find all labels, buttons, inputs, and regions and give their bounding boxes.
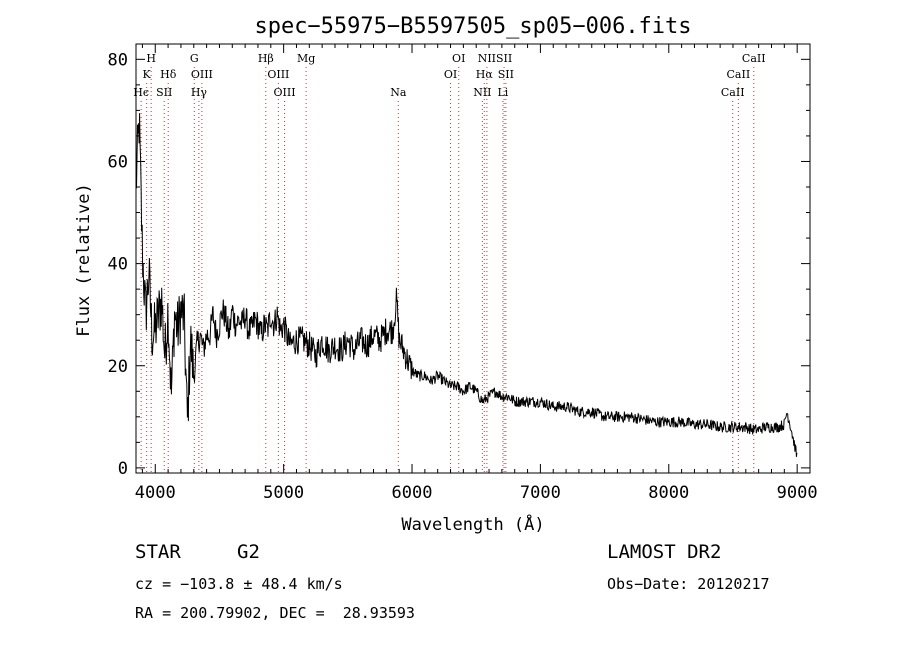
line-marker-label: CaII: [721, 86, 745, 99]
y-tick-label: 60: [108, 152, 128, 172]
line-marker-label: OIII: [274, 86, 296, 99]
line-marker-label: SII: [496, 52, 512, 65]
survey-name: LAMOST DR2: [607, 541, 722, 563]
y-axis-label: Flux (relative): [74, 183, 94, 337]
y-tick-label: 0: [118, 459, 128, 479]
line-marker-label: Li: [497, 86, 508, 99]
plot-frame: [135, 43, 811, 474]
chart-title: spec−55975−B5597505_sp05−006.fits: [254, 14, 691, 39]
axis-ticks: 4000 5000 6000 7000 8000 9000 0 20 40 60 80: [108, 44, 818, 503]
line-marker-label: OI: [444, 68, 457, 81]
x-tick-label: 6000: [392, 483, 433, 503]
line-marker-label: SII: [498, 68, 514, 81]
line-marker-label: Na: [390, 86, 407, 99]
x-tick-label: 7000: [520, 483, 561, 503]
x-tick-label: 4000: [135, 483, 176, 503]
object-type: STAR: [135, 541, 181, 563]
line-marker-label: CaII: [742, 52, 766, 65]
x-tick-label: 5000: [263, 483, 304, 503]
line-marker-label: SII: [156, 86, 172, 99]
line-marker-label: Hϵ: [133, 86, 149, 99]
y-tick-label: 80: [108, 50, 128, 70]
spectrum-line: [135, 113, 798, 457]
y-tick-label: 20: [108, 357, 128, 377]
line-marker-label: H: [146, 52, 156, 65]
line-marker-label: NII: [478, 52, 496, 65]
line-marker-label: Mg: [297, 52, 315, 65]
line-marker-label: Hβ: [258, 52, 274, 65]
line-marker-label: Hα: [476, 68, 494, 81]
line-marker-label: OIII: [191, 68, 213, 81]
line-marker-label: CaII: [727, 68, 751, 81]
sky-coordinates: RA = 200.79902, DEC = 28.93593: [135, 604, 415, 622]
x-axis-label: Wavelength (Å): [401, 513, 544, 535]
line-marker-label: K: [143, 68, 152, 81]
line-marker-label: Hδ: [160, 68, 177, 81]
observation-date: Obs−Date: 20120217: [607, 575, 770, 593]
line-marker-label: G: [190, 52, 199, 65]
x-tick-label: 9000: [777, 483, 818, 503]
y-tick-label: 40: [108, 255, 128, 275]
line-marker-label: Hγ: [191, 86, 208, 99]
line-marker-label: OI: [452, 52, 465, 65]
line-marker-label: NII: [473, 86, 491, 99]
line-marker-label: OIII: [267, 68, 289, 81]
spectral-subclass: G2: [237, 541, 260, 563]
redshift-velocity: cz = −103.8 ± 48.4 km/s: [135, 575, 343, 593]
x-tick-label: 8000: [648, 483, 689, 503]
